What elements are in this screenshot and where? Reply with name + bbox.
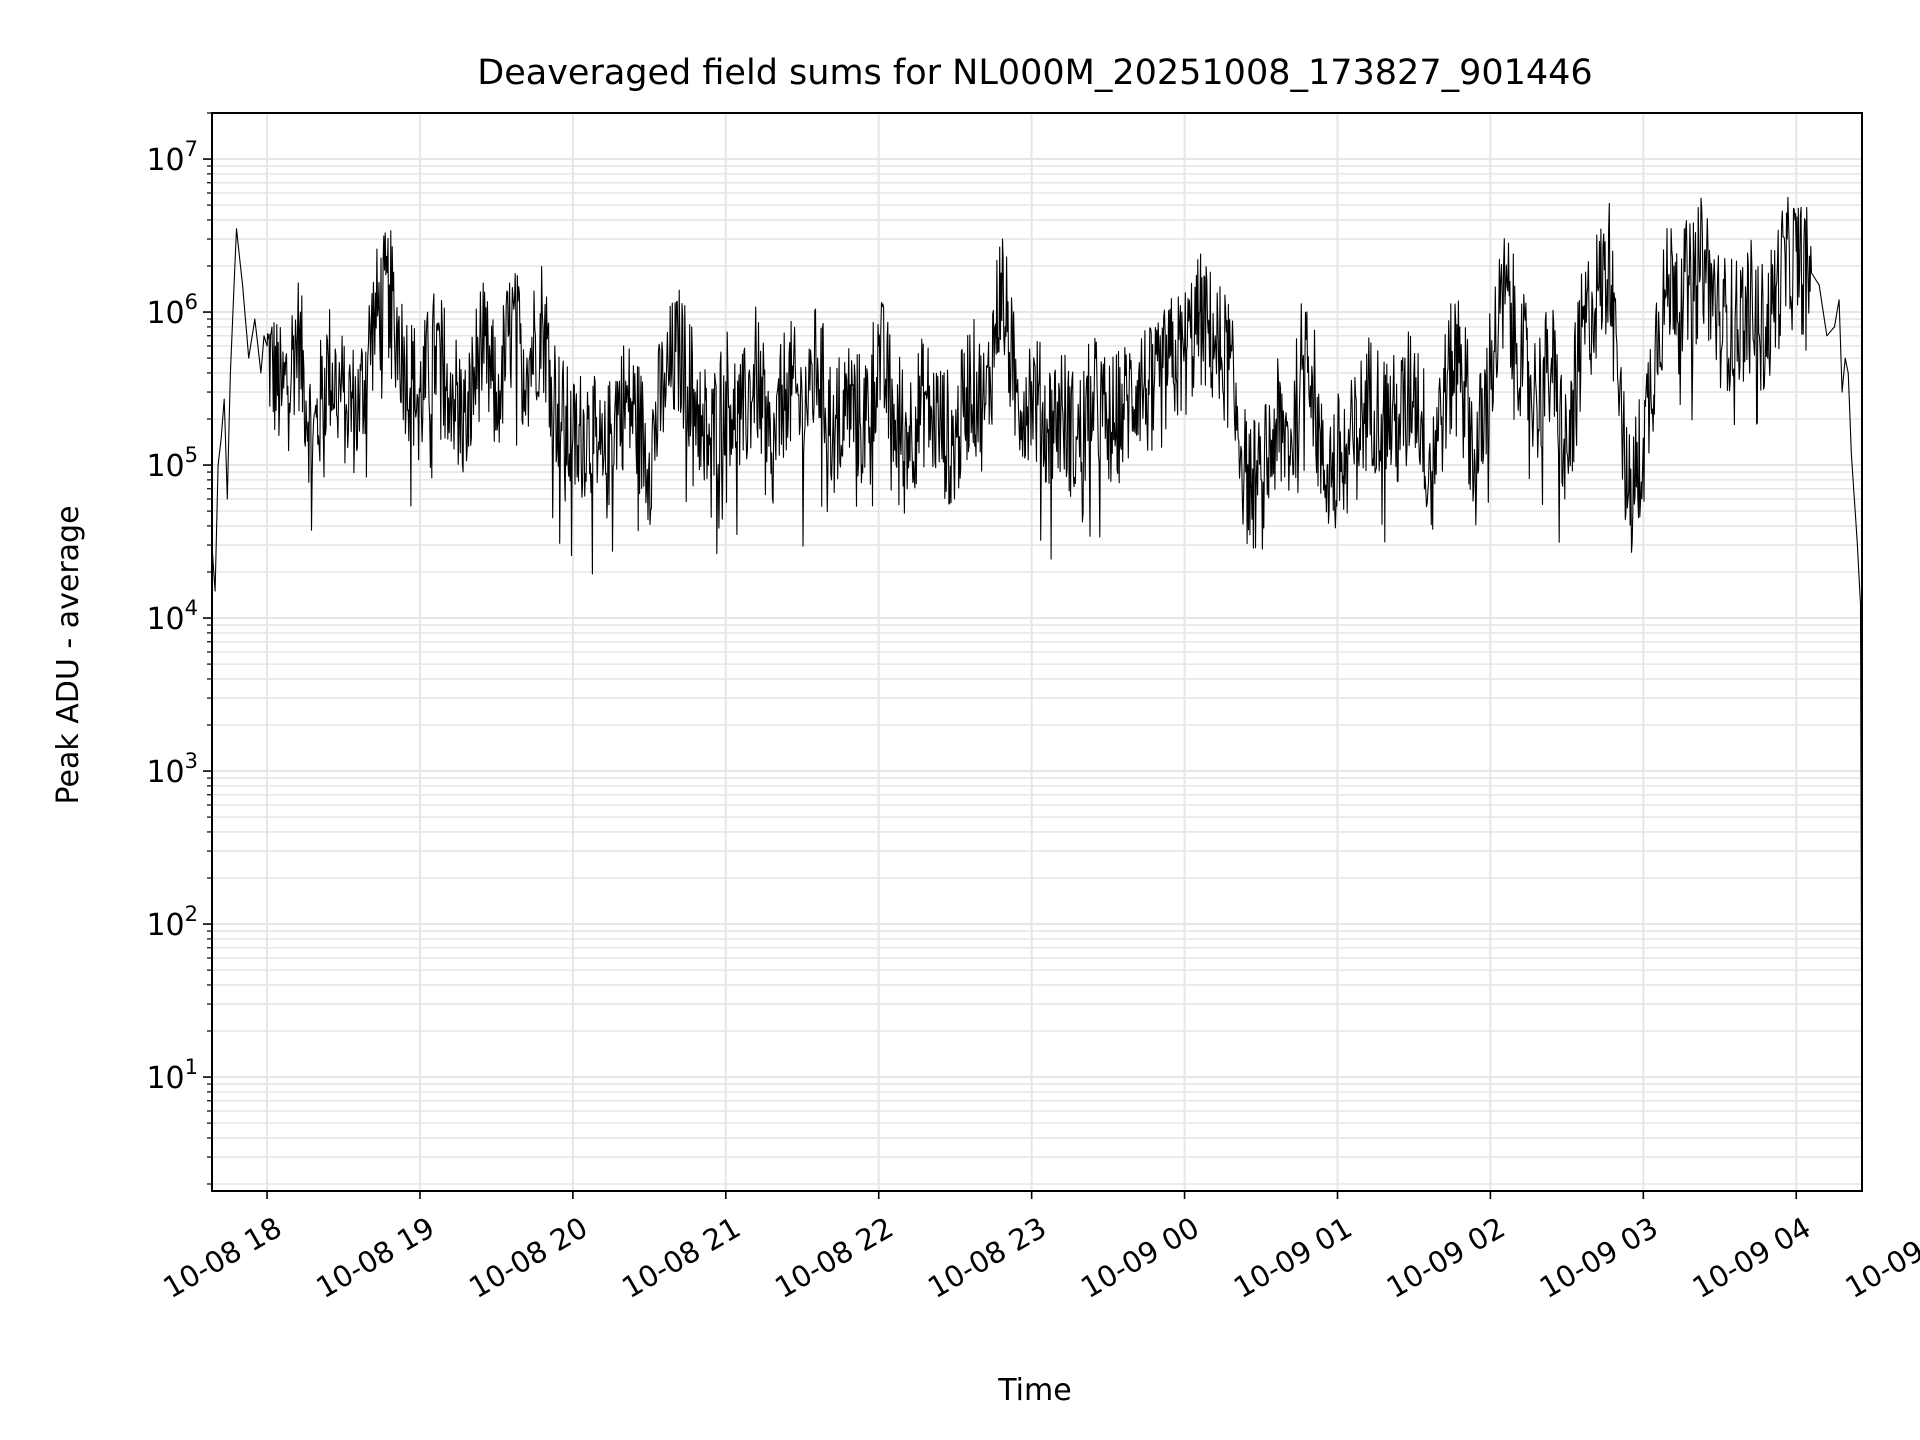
x-axis-label: Time — [997, 1373, 1071, 1408]
y-tick-label: 101 — [146, 1055, 198, 1096]
chart-title: Deaveraged field sums for NL000M_2025100… — [477, 53, 1592, 93]
y-tick-label-base: 10 — [146, 296, 184, 331]
y-tick-label-exponent: 3 — [185, 749, 198, 773]
y-tick-label-base: 10 — [146, 1061, 184, 1096]
series-line-peak-adu — [211, 196, 1863, 1138]
y-tick-label-base: 10 — [146, 602, 184, 637]
y-tick-label: 104 — [146, 596, 198, 637]
y-tick-label-base: 10 — [146, 755, 184, 790]
y-tick-label-exponent: 2 — [185, 902, 198, 926]
y-tick-label: 107 — [146, 137, 198, 178]
y-tick-label: 105 — [146, 443, 198, 484]
y-tick-label-exponent: 6 — [185, 290, 198, 314]
y-tick-label-exponent: 4 — [185, 596, 198, 620]
y-tick-label-exponent: 1 — [185, 1055, 198, 1079]
y-axis-label: Peak ADU - average — [51, 505, 86, 804]
y-tick-label-base: 10 — [146, 143, 184, 178]
grid-lines — [212, 112, 1862, 1191]
y-tick-label: 103 — [146, 749, 198, 790]
y-tick-label-base: 10 — [146, 908, 184, 943]
y-tick-label-exponent: 7 — [185, 137, 198, 161]
y-tick-label-exponent: 5 — [185, 443, 198, 467]
y-tick-label: 102 — [146, 902, 198, 943]
y-tick-label-base: 10 — [146, 449, 184, 484]
series-line-group — [211, 196, 1863, 1138]
y-tick-label: 106 — [146, 290, 198, 331]
